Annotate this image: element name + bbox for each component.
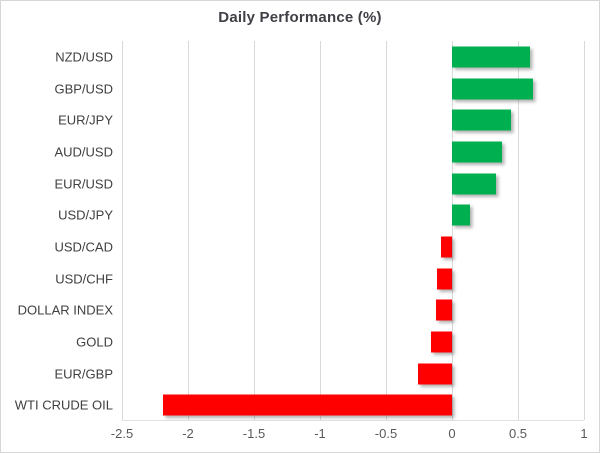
gridline-x-1 — [584, 41, 585, 420]
category-label-nzd-usd: NZD/USD — [55, 49, 113, 65]
gridline-x--2 — [188, 41, 189, 420]
category-axis: NZD/USD GBP/USD EUR/JPY AUD/USD EUR/USD USD/J… — [1, 41, 113, 421]
x-tick-label-0.5: 0.5 — [508, 426, 528, 441]
bar-aud-usd — [452, 141, 502, 163]
gridline-x--1 — [320, 41, 321, 420]
x-tick-label-1: 1 — [580, 426, 588, 441]
category-label-aud-usd: AUD/USD — [54, 144, 113, 160]
category-label-wti-crude-oil: WTI CRUDE OIL — [14, 397, 113, 413]
x-tick-label-0: 0 — [448, 426, 456, 441]
gridline-x--1.5 — [254, 41, 255, 420]
gridline-x--0.5 — [386, 41, 387, 420]
category-label-eur-gbp: EUR/GBP — [54, 366, 113, 381]
gridline-x-0.5 — [518, 41, 519, 420]
plot-area — [122, 41, 585, 421]
bar-usd-chf — [437, 268, 452, 289]
bar-usd-cad — [441, 236, 452, 258]
x-tick-label--1: -1 — [314, 426, 326, 441]
category-label-dollar-index: DOLLAR INDEX — [17, 302, 113, 318]
gridline-x-0 — [452, 41, 453, 420]
bar-eur-gbp — [418, 363, 452, 384]
category-label-usd-chf: USD/CHF — [55, 271, 113, 286]
x-tick-label--1.5: -1.5 — [242, 426, 266, 441]
bar-nzd-usd — [452, 46, 530, 68]
category-label-usd-jpy: USD/JPY — [58, 207, 113, 223]
bar-dollar-index — [436, 299, 452, 321]
bar-wti-crude-oil — [163, 394, 452, 416]
bar-eur-jpy — [452, 109, 511, 131]
category-label-gold: GOLD — [76, 334, 113, 350]
category-label-gbp-usd: GBP/USD — [54, 81, 113, 96]
category-label-eur-jpy: EUR/JPY — [58, 112, 113, 128]
bar-eur-usd — [452, 173, 496, 194]
gridline-x--2.5 — [122, 41, 123, 420]
bar-usd-jpy — [452, 204, 470, 226]
bar-gbp-usd — [452, 78, 533, 99]
x-axis: -2.5 -2 -1.5 -1 -0.5 0 0.5 1 — [111, 426, 588, 446]
bar-gold — [431, 331, 452, 353]
x-tick-label--0.5: -0.5 — [374, 426, 398, 441]
x-tick-label--2.5: -2.5 — [110, 426, 134, 441]
category-label-eur-usd: EUR/USD — [54, 176, 113, 191]
x-tick-label--2: -2 — [182, 426, 194, 441]
chart-title: Daily Performance (%) — [218, 9, 382, 26]
category-label-usd-cad: USD/CAD — [54, 239, 113, 255]
